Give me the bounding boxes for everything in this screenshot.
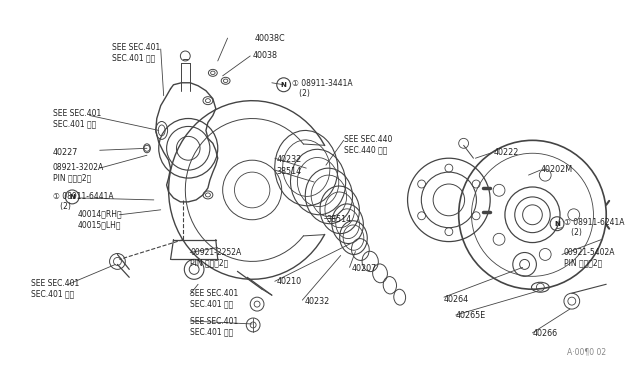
- Text: 40222: 40222: [493, 148, 518, 157]
- Text: 40227: 40227: [52, 148, 78, 157]
- Text: 40232: 40232: [304, 297, 330, 306]
- Text: 40202M: 40202M: [540, 165, 572, 174]
- Text: N: N: [554, 221, 560, 227]
- Text: 40232: 40232: [276, 155, 302, 164]
- Text: SEE SEC.401
SEC.401 参照: SEE SEC.401 SEC.401 参照: [52, 109, 100, 128]
- Text: 40038C: 40038C: [255, 34, 285, 43]
- Circle shape: [505, 187, 560, 243]
- Text: 38514: 38514: [326, 215, 351, 224]
- Text: N: N: [281, 82, 287, 88]
- Text: ① 08911-6441A
   (2): ① 08911-6441A (2): [52, 192, 113, 211]
- Text: SEE SEC.401
SEC.401 参照: SEE SEC.401 SEC.401 参照: [31, 279, 79, 299]
- Text: 40014（RH）
40015（LH）: 40014（RH） 40015（LH）: [78, 210, 123, 229]
- Text: 08921-3202A
PIN ピン（2）: 08921-3202A PIN ピン（2）: [52, 163, 104, 183]
- Text: 40266: 40266: [532, 329, 557, 338]
- Text: A·00¶0 02: A·00¶0 02: [567, 348, 606, 357]
- Text: 40210: 40210: [276, 277, 302, 286]
- Text: SEE SEC.401
SEC.401 参照: SEE SEC.401 SEC.401 参照: [113, 43, 161, 62]
- Text: SEE SEC.401
SEC.401 参照: SEE SEC.401 SEC.401 参照: [190, 317, 239, 336]
- Text: 38514: 38514: [276, 167, 302, 176]
- Text: 00921-5402A
PIN ピン（2）: 00921-5402A PIN ピン（2）: [564, 247, 616, 267]
- Text: 40038: 40038: [252, 51, 277, 60]
- Text: ① 08911-6241A
   (2): ① 08911-6241A (2): [564, 218, 625, 237]
- Text: ① 08911-3441A
   (2): ① 08911-3441A (2): [291, 79, 352, 98]
- Text: 00921-2252A
PIN ピン（2）: 00921-2252A PIN ピン（2）: [190, 247, 241, 267]
- Text: 40265E: 40265E: [456, 311, 486, 320]
- Text: SEE SEC.440
SEC.440 参照: SEE SEC.440 SEC.440 参照: [344, 135, 392, 155]
- Text: N: N: [69, 194, 75, 200]
- Text: 40207: 40207: [351, 264, 377, 273]
- Text: 40264: 40264: [444, 295, 469, 304]
- Text: SEE SEC.401
SEC.401 参照: SEE SEC.401 SEC.401 参照: [190, 289, 239, 309]
